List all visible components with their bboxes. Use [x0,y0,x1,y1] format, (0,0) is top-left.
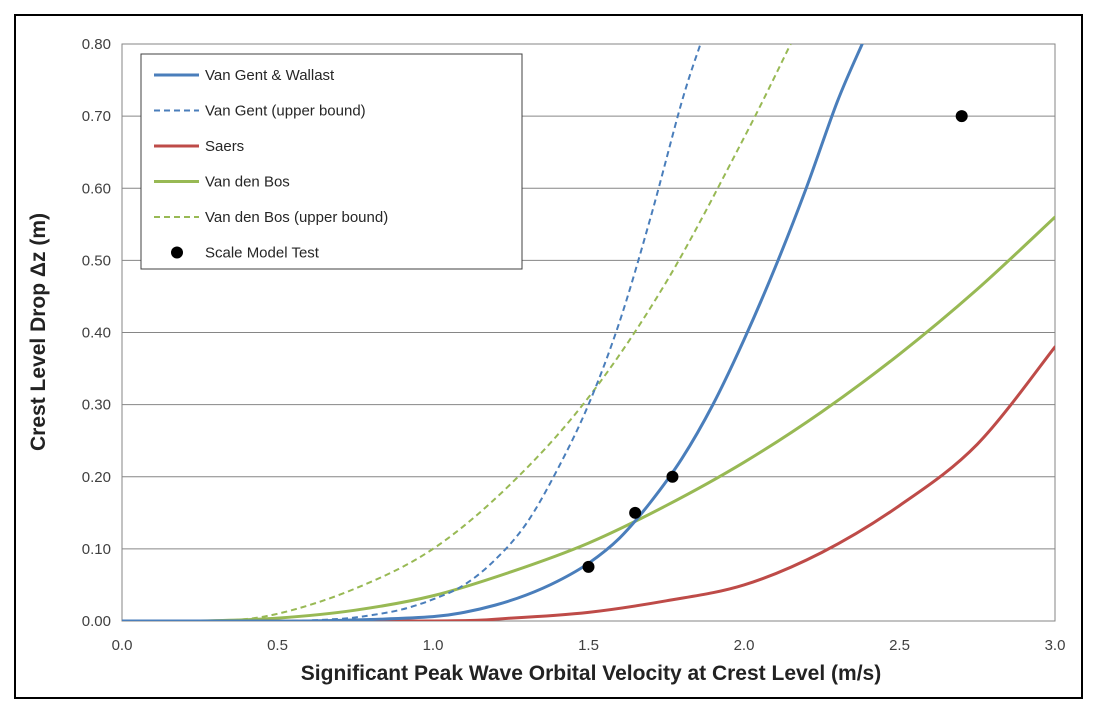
scale-model-point [955,110,968,123]
y-tick-label: 0.10 [82,541,111,558]
x-tick-label: 2.5 [889,637,910,654]
y-tick-labels: 0.00 0.10 0.20 0.30 0.40 0.50 0.60 0.70 0.80 [82,36,111,630]
y-tick-label: 0.50 [82,252,111,269]
scale-model-point [666,470,679,483]
y-tick-label: 0.30 [82,397,111,414]
legend-label: Saers [205,138,244,155]
y-tick-label: 0.80 [82,36,111,53]
legend-swatch [171,246,183,259]
x-tick-label: 0.5 [267,637,288,654]
series-line-saers [122,345,1055,621]
y-tick-label: 0.40 [82,325,111,342]
y-tick-label: 0.70 [82,108,111,125]
x-axis-title: Significant Peak Wave Orbital Velocity a… [301,662,881,685]
legend-label: Van den Bos [205,174,290,191]
legend-label: Scale Model Test [205,245,320,262]
scale-model-point [629,506,642,519]
scale-model-points [582,110,968,573]
legend: Van Gent & Wallast Van Gent (upper bound)… [140,53,523,270]
x-tick-label: 0.0 [112,637,133,654]
y-tick-label: 0.20 [82,469,111,486]
line-chart: 0.00 0.10 0.20 0.30 0.40 0.50 0.60 0.70 0.80 0.0… [27,36,1066,685]
scale-model-point [582,560,595,573]
x-tick-label: 2.0 [734,637,755,654]
legend-label: Van den Bos (upper bound) [205,209,388,226]
y-tick-label: 0.60 [82,180,111,197]
series-line-van-gent-upper-bound [122,44,702,621]
x-tick-label: 3.0 [1045,637,1066,654]
x-tick-label: 1.0 [423,637,444,654]
legend-label: Van Gent & Wallast [205,67,335,84]
legend-box [140,53,523,270]
series-line-van-den-bos [122,215,1055,621]
y-axis-title: Crest Level Drop Δz (m) [27,213,50,451]
x-tick-label: 1.5 [578,637,599,654]
y-tick-label: 0.00 [82,613,111,630]
chart-frame: 0.00 0.10 0.20 0.30 0.40 0.50 0.60 0.70 0.80 0.0… [14,14,1083,699]
x-tick-labels: 0.0 0.5 1.0 1.5 2.0 2.5 3.0 [112,637,1066,654]
legend-label: Van Gent (upper bound) [205,103,366,120]
